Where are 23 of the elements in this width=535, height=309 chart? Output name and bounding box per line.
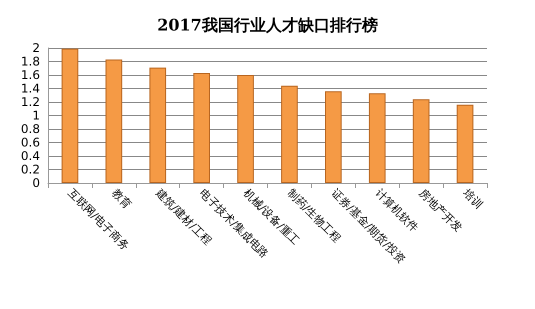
bar <box>193 72 210 183</box>
bar <box>325 91 342 183</box>
y-tick-label: 0.4 <box>20 149 40 163</box>
y-tick-label: 0.6 <box>20 136 40 150</box>
bar <box>237 75 254 183</box>
y-tick-label: 1.2 <box>20 95 40 109</box>
chart-title: 2017我国行业人才缺口排行榜 <box>157 16 378 34</box>
y-tick-label: 1.6 <box>20 68 40 82</box>
bar <box>412 99 430 183</box>
y-tick-label: 2 <box>32 41 40 55</box>
bar <box>368 93 386 183</box>
y-tick-label: 1 <box>32 108 40 122</box>
y-tick-label: 1.8 <box>20 54 40 68</box>
bar <box>281 86 298 183</box>
y-tick-label: 0 <box>32 176 40 190</box>
y-tick-label: 1.4 <box>20 82 40 96</box>
bar <box>106 59 122 183</box>
y-tick-label: 0.2 <box>20 162 40 176</box>
bar <box>62 48 78 183</box>
y-tick-label: 0.8 <box>20 122 40 136</box>
bar <box>149 68 166 183</box>
bar <box>456 104 474 183</box>
x-tick-label: 教育 <box>109 186 134 212</box>
